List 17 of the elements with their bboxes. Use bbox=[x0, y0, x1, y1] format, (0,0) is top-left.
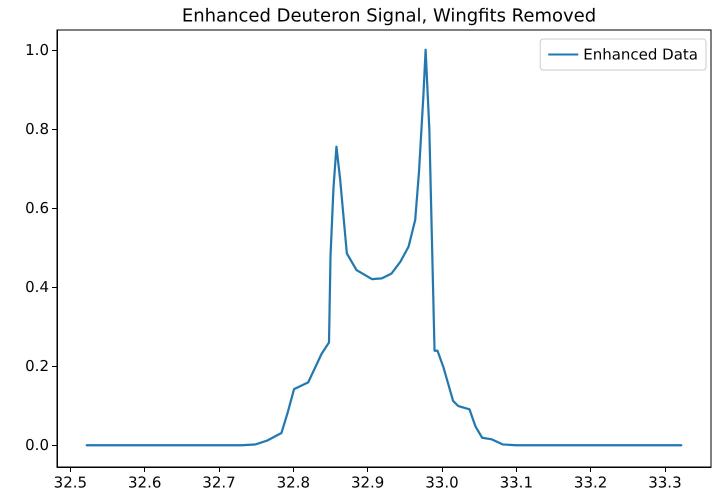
y-tick-label: 0.0 bbox=[25, 436, 49, 454]
x-tick-label: 33.0 bbox=[425, 474, 459, 492]
y-tick-label: 0.4 bbox=[25, 278, 49, 296]
x-tick-label: 33.2 bbox=[574, 474, 608, 492]
x-tick-label: 32.6 bbox=[128, 474, 162, 492]
x-tick-label: 33.1 bbox=[500, 474, 533, 492]
x-tick-label: 32.8 bbox=[276, 474, 310, 492]
chart-title: Enhanced Deuteron Signal, Wingfits Removed bbox=[182, 6, 596, 26]
x-tick-label: 32.7 bbox=[202, 474, 236, 492]
legend-label: Enhanced Data bbox=[583, 46, 698, 64]
y-tick-label: 0.2 bbox=[25, 357, 49, 376]
y-tick-label: 0.6 bbox=[25, 198, 49, 217]
y-tick-label: 0.8 bbox=[25, 120, 49, 138]
y-tick-label: 1.0 bbox=[25, 40, 49, 59]
x-tick-label: 32.5 bbox=[54, 474, 88, 492]
x-tick-label: 33.3 bbox=[648, 474, 682, 492]
x-tick-label: 32.9 bbox=[350, 474, 384, 492]
